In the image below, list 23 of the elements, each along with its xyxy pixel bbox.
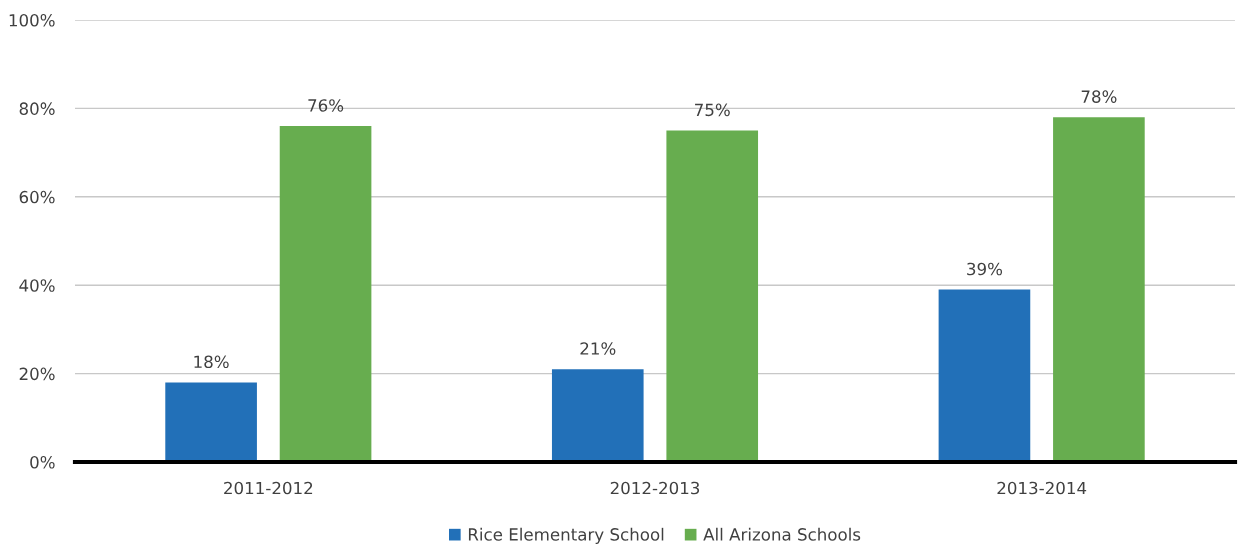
data-label: 78% bbox=[1081, 90, 1117, 103]
bar bbox=[1053, 117, 1145, 462]
data-label: 21% bbox=[580, 342, 616, 355]
bar bbox=[551, 369, 644, 462]
x-tick-label: 2013-2014 bbox=[997, 481, 1087, 495]
y-tick-label: 100% bbox=[9, 13, 55, 27]
x-tick-label: 2012-2013 bbox=[610, 481, 700, 495]
data-label: 39% bbox=[967, 262, 1003, 276]
y-tick-label: 20% bbox=[19, 367, 55, 381]
y-tick-label: 40% bbox=[19, 279, 55, 292]
data-label: 18% bbox=[194, 355, 229, 369]
y-tick-label: 60% bbox=[19, 190, 55, 204]
x-tick-label: 2011-2012 bbox=[224, 481, 313, 495]
data-label: 76% bbox=[308, 99, 344, 112]
bar bbox=[165, 382, 257, 462]
bar bbox=[938, 289, 1031, 462]
bar bbox=[279, 126, 372, 462]
legend-label: All Arizona Schools bbox=[703, 527, 861, 541]
y-tick-label: 0% bbox=[30, 455, 55, 469]
bar bbox=[666, 130, 759, 462]
data-label: 75% bbox=[695, 103, 730, 117]
y-tick-label: 80% bbox=[19, 102, 55, 115]
legend-label: Rice Elementary School bbox=[468, 527, 664, 544]
